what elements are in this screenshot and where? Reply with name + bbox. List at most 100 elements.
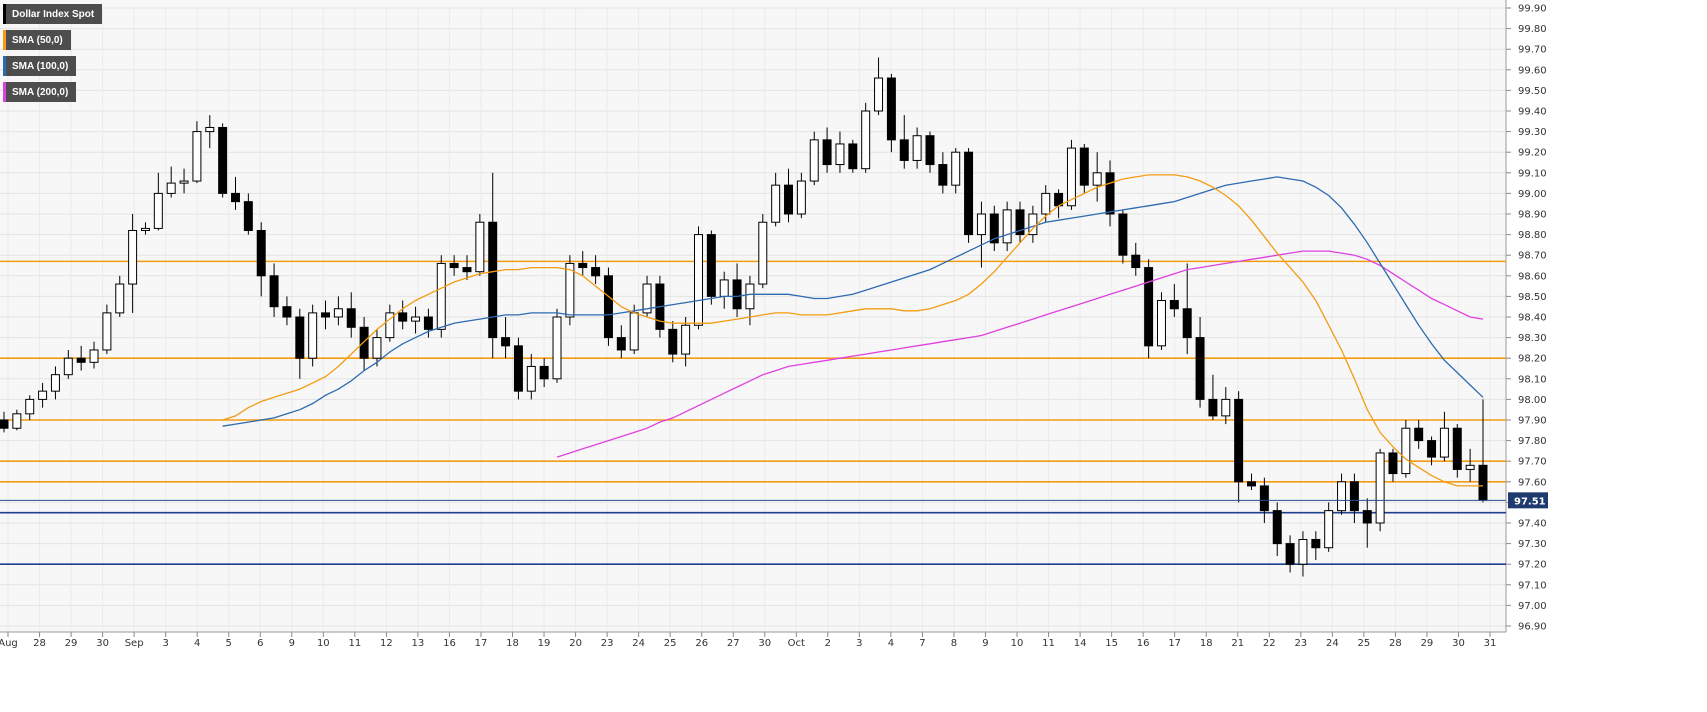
y-tick-label: 98.70 — [1518, 251, 1547, 262]
candle — [1182, 263, 1192, 355]
y-tick-label: 98.00 — [1518, 395, 1547, 406]
candle — [861, 102, 871, 173]
candle-body-down — [321, 312, 331, 318]
candle — [1362, 498, 1372, 548]
x-tick-label: 16 — [1137, 638, 1150, 649]
x-tick-label: 31 — [1484, 638, 1497, 649]
y-tick-label: 99.00 — [1518, 189, 1547, 200]
candle-body-up — [552, 316, 562, 380]
candle-body-down — [1388, 452, 1398, 475]
x-tick-label: 2 — [825, 638, 831, 649]
candle — [436, 255, 446, 338]
y-tick-label: 98.90 — [1518, 210, 1547, 221]
candle-body-up — [809, 139, 819, 182]
candle-body-down — [218, 126, 228, 194]
x-tick-label: 28 — [1389, 638, 1402, 649]
legend-item-price[interactable]: Dollar Index Spot — [3, 4, 103, 24]
y-tick-label: 97.90 — [1518, 416, 1547, 427]
candle — [218, 123, 228, 198]
y-tick-label: 97.40 — [1518, 519, 1547, 530]
candle-body-up — [475, 221, 485, 273]
candle-body-down — [513, 345, 523, 392]
candle-body-up — [1337, 481, 1347, 512]
x-tick-label: 25 — [1358, 638, 1371, 649]
candle — [848, 139, 858, 173]
candle-body-down — [732, 279, 742, 310]
y-tick-label: 99.70 — [1518, 45, 1547, 56]
x-tick-label: 16 — [443, 638, 456, 649]
candle-body-up — [681, 324, 691, 355]
candle — [1066, 139, 1076, 210]
candle — [1079, 143, 1089, 194]
candle — [140, 222, 150, 235]
y-tick-label: 98.80 — [1518, 230, 1547, 241]
candle — [128, 214, 138, 313]
candle-body-down — [925, 135, 935, 166]
candle-body-up — [25, 398, 35, 415]
candle — [1401, 420, 1411, 478]
x-tick-label: 5 — [226, 638, 232, 649]
candle — [526, 354, 536, 400]
candle — [243, 193, 253, 235]
candle-body-down — [243, 201, 253, 231]
y-tick-label: 97.60 — [1518, 477, 1547, 488]
x-tick-label: 29 — [65, 638, 78, 649]
candle-body-down — [1169, 300, 1179, 310]
x-tick-label: Sep — [125, 638, 144, 649]
candle-body-down — [1362, 510, 1372, 524]
candle-body-up — [38, 390, 48, 400]
candle — [694, 226, 703, 330]
legend-label: SMA (50,0) — [12, 34, 63, 46]
candle — [205, 115, 215, 149]
candle — [1298, 531, 1308, 577]
y-tick-label: 99.50 — [1518, 86, 1547, 97]
candle-body-up — [1401, 427, 1411, 475]
y-tick-label: 99.80 — [1518, 24, 1547, 35]
candle — [89, 341, 99, 369]
candle-body-up — [526, 365, 536, 392]
candle-body-down — [668, 328, 678, 355]
candle-body-up — [912, 135, 922, 161]
y-tick-label: 97.70 — [1518, 457, 1547, 468]
x-tick-label: 22 — [1263, 638, 1276, 649]
x-tick-label: 23 — [1294, 638, 1307, 649]
candle — [179, 168, 189, 194]
x-tick-label: 6 — [257, 638, 263, 649]
candle-body-down — [1272, 510, 1282, 545]
candle-body-up — [1439, 427, 1449, 458]
candle — [1208, 374, 1218, 420]
legend-item-sma200[interactable]: SMA (200,0) — [3, 82, 77, 102]
legend-item-sma50[interactable]: SMA (50,0) — [3, 30, 71, 50]
candle-body-up — [835, 143, 845, 166]
candle-body-up — [1041, 192, 1051, 215]
x-tick-label: 30 — [96, 638, 109, 649]
x-tick-label: 9 — [289, 638, 295, 649]
x-tick-label: 7 — [919, 638, 925, 649]
candle — [0, 411, 9, 433]
candle-body-down — [1285, 543, 1295, 565]
candle — [874, 57, 884, 116]
x-tick-label: 18 — [1200, 638, 1213, 649]
y-tick-label: 97.20 — [1518, 560, 1547, 571]
candle — [308, 304, 318, 367]
candle-body-up — [115, 283, 125, 314]
candle-body-up — [1066, 147, 1076, 207]
sma-50-line — [222, 174, 1483, 487]
legend-item-sma100[interactable]: SMA (100,0) — [3, 56, 77, 76]
y-tick-label: 96.90 — [1518, 622, 1547, 633]
candle — [681, 317, 691, 367]
sma-100-line — [222, 176, 1484, 427]
candle-body-down — [989, 213, 999, 244]
candle-body-up — [308, 312, 318, 359]
candle-body-up — [192, 131, 202, 182]
candle — [1118, 209, 1128, 264]
current-price-tag — [1508, 492, 1548, 509]
candle-body-down — [591, 267, 601, 277]
x-tick-label: 3 — [856, 638, 862, 649]
candle — [1285, 535, 1295, 573]
x-tick-label: 17 — [1168, 638, 1181, 649]
candle — [886, 73, 896, 153]
candle — [591, 255, 601, 285]
candles — [0, 57, 1488, 577]
